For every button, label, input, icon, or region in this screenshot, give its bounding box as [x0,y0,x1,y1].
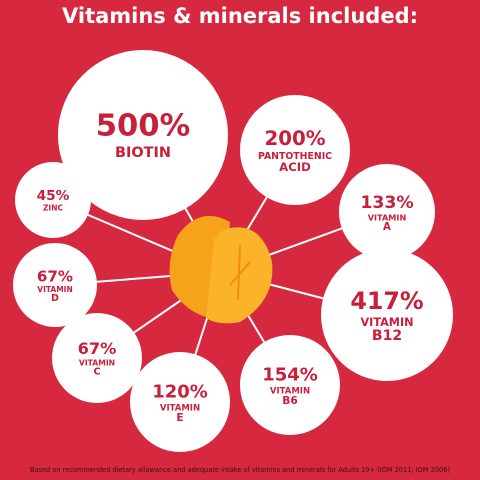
nutrient-name: VITAMIN [360,316,413,329]
nutrient-name: VITAMIN [270,387,310,397]
nutrient-name: VITAMIN [160,404,200,414]
nutrient-percent: 133% [360,193,413,213]
nutrient-circle [321,249,453,381]
nutrient-name: PANTOTHENIC [258,151,332,162]
nutrient-name: BIOTIN [115,145,171,161]
nutrient-percent: 45% [37,188,70,204]
nutrient-percent: 154% [262,365,318,386]
nutrient-percent: 200% [264,127,325,150]
nutrient-name: VITAMIN [79,358,115,367]
nutrient-circle [52,313,142,403]
nutrient-name: E [176,411,183,424]
nutrient-name: VITAMIN [368,212,407,222]
footnote: Based on recommended dietary allowance a… [30,466,450,474]
nutrient-name: ZINC [43,203,64,212]
nutrient-percent: 500% [96,109,191,144]
gummy [169,215,273,324]
nutrient-circle [240,335,340,435]
nutrient-circle [339,164,435,260]
nutrient-name: A [383,222,391,233]
nutrient-name: VITAMIN [37,285,72,294]
nutrient-name: ACID [279,160,311,174]
nutrient: 45%ZINC [15,162,91,238]
nutrient-name: D [51,293,59,304]
gummy-segments [229,244,251,301]
nutrient-circle [15,162,91,238]
nutrient-name: B12 [372,328,402,344]
nutrient-percent: 67% [78,339,117,358]
nutrient-circle [13,243,97,327]
nutrient: 500%BIOTIN [58,50,228,220]
nutrient-percent: 67% [37,267,73,285]
nutrient-circle [240,95,350,205]
nutrient-name: C [93,367,100,378]
nutrient-circles: 500%BIOTIN200%PANTOTHENICACID133%VITAMIN… [13,50,453,452]
title: Vitamins & minerals included: [62,4,418,28]
nutrient-name: B6 [282,394,297,407]
nutrient-circle [130,352,230,452]
nutrient-circle [58,50,228,220]
nutrient-percent: 417% [350,287,424,315]
nutrient-percent: 120% [152,382,208,403]
